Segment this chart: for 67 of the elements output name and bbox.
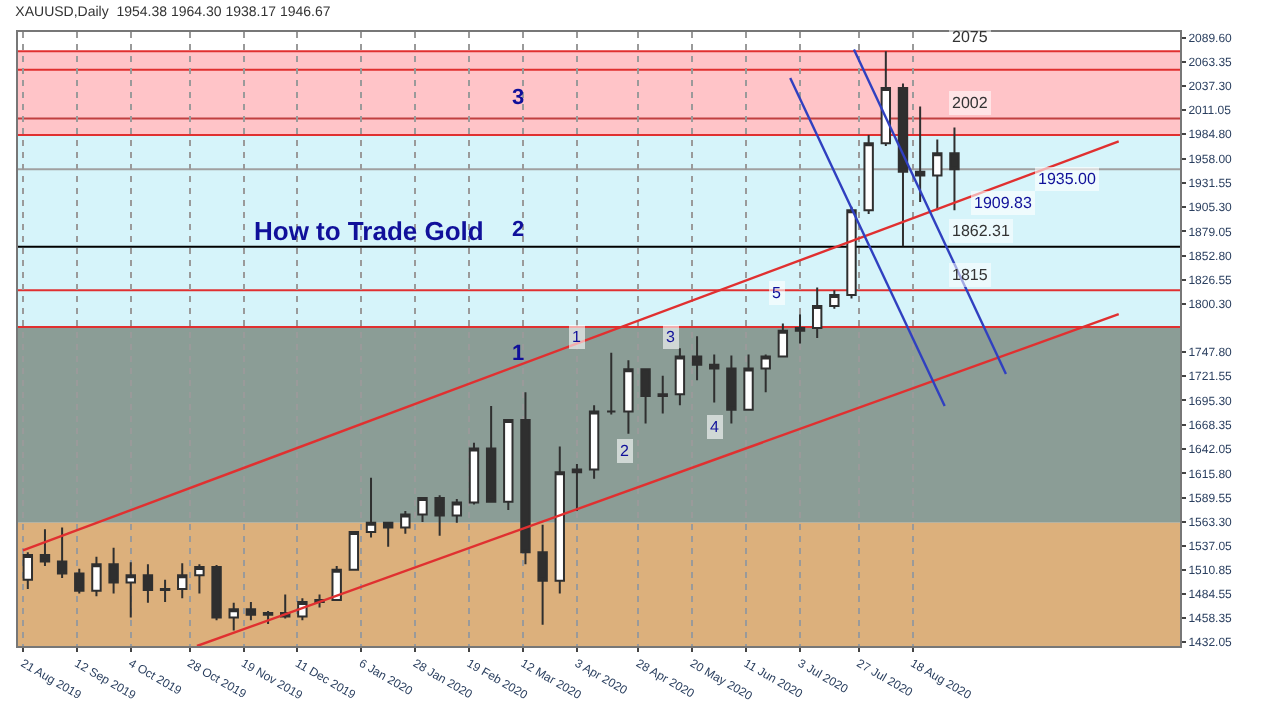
annotation: 1935.00: [1038, 170, 1097, 188]
candlestick: [674, 347, 686, 407]
candlestick: [74, 567, 85, 595]
candlestick: [571, 463, 583, 512]
candlestick: [537, 523, 548, 626]
ref-line-label: 1815: [952, 266, 989, 284]
annotation: How to Trade Gold: [254, 216, 484, 246]
ref-line-label: 2075: [952, 28, 989, 46]
candlestick: [794, 313, 806, 345]
candlestick: [485, 405, 497, 503]
candlestick: [365, 476, 377, 539]
candlestick: [657, 374, 668, 415]
candlestick: [829, 289, 840, 310]
candlestick: [125, 561, 136, 619]
candlestick: [348, 530, 360, 572]
candlestick: [588, 404, 600, 480]
candlestick: [91, 555, 102, 598]
annotation: 1: [512, 342, 525, 366]
candlestick: [949, 126, 960, 212]
annotation: 1909.83: [974, 194, 1033, 212]
candlestick: [451, 497, 463, 524]
candlestick: [142, 563, 154, 604]
candlestick: [417, 496, 428, 523]
candlestick: [382, 521, 394, 548]
candlestick: [211, 564, 222, 622]
candlestick: [245, 600, 257, 622]
ref-line-label: 2002: [952, 94, 989, 112]
candlestick: [726, 354, 737, 425]
candlestick: [863, 133, 874, 215]
candlestick: [22, 551, 34, 591]
candlestick: [691, 335, 703, 382]
candlestick: [434, 494, 445, 537]
candlestick: [811, 286, 823, 340]
candlestick: [743, 353, 754, 411]
candlestick: [606, 351, 617, 416]
candlestick: [846, 205, 857, 300]
annotation: 4: [710, 418, 720, 436]
candlestick: [880, 50, 892, 147]
candlestick: [623, 359, 634, 435]
candlestick: [709, 353, 720, 404]
candlestick: [777, 322, 789, 358]
candlestick: [228, 601, 239, 632]
candlestick: [194, 563, 205, 595]
candlestick: [554, 445, 565, 595]
candlestick: [159, 578, 171, 603]
candlestick: [108, 546, 119, 595]
candlestick: [760, 353, 771, 394]
candlestick: [897, 82, 909, 248]
candlestick: [39, 528, 51, 568]
candlestick: [177, 562, 188, 600]
candlestick: [932, 138, 943, 212]
candlestick: [56, 526, 68, 579]
candlestick: [640, 367, 651, 425]
candlestick: [520, 391, 531, 566]
ref-line-label: 1862.31: [952, 222, 1011, 240]
annotation: 2: [620, 442, 630, 460]
candlestick: [914, 105, 926, 204]
candlestick: [503, 417, 514, 511]
annotation: 5: [772, 284, 782, 302]
candlestick: [262, 610, 274, 625]
candlestick: [331, 565, 342, 602]
annotation: 3: [512, 86, 525, 110]
annotation: 3: [666, 328, 676, 346]
candlestick: [400, 509, 411, 535]
annotation: 2: [512, 218, 525, 242]
annotation: 1: [572, 328, 582, 346]
candlestick: [468, 441, 480, 506]
